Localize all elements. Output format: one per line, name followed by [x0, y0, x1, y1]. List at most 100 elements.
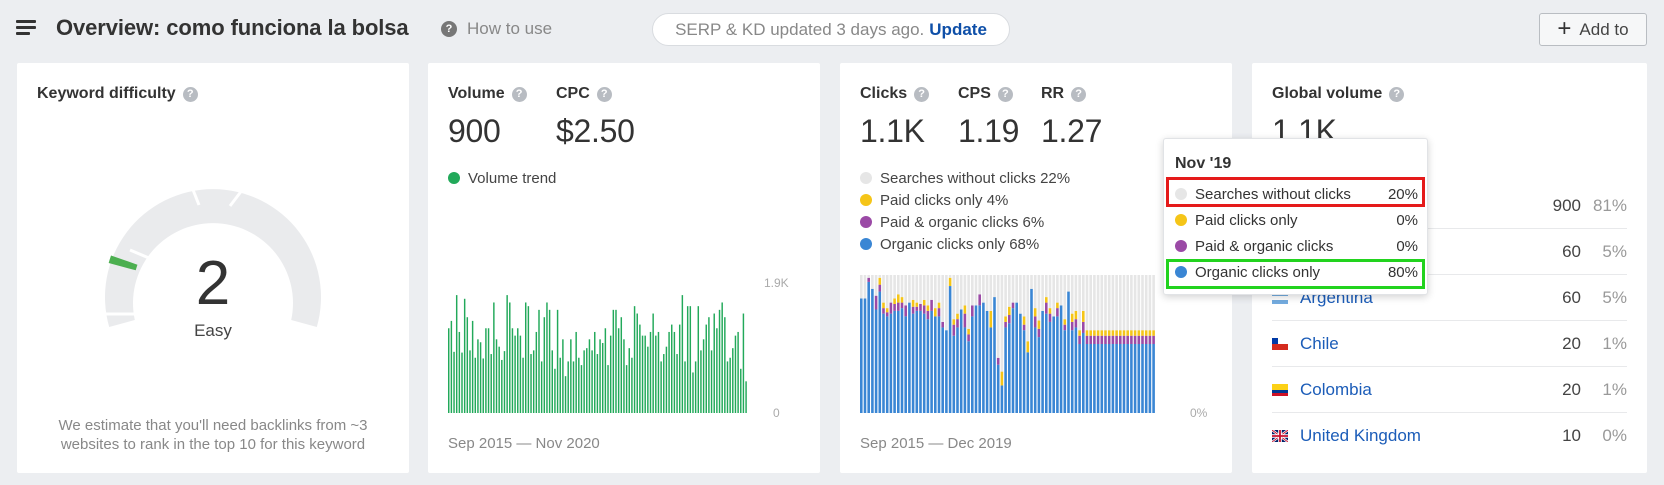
volume-bar	[601, 343, 604, 413]
volume-trend-label: Volume trend	[468, 169, 557, 187]
clicks-bar-segment	[1030, 275, 1033, 289]
legend-label: Paid clicks only 4%	[880, 191, 1009, 209]
country-name[interactable]: United Kingdom	[1300, 426, 1421, 445]
clicks-bar-segment	[963, 305, 967, 314]
tooltip-row-value: 0%	[1396, 211, 1418, 229]
update-link[interactable]: Update	[929, 19, 987, 39]
clicks-bar-segment	[1059, 275, 1063, 306]
clicks-bar-segment	[971, 316, 974, 413]
tooltip-row-label: Searches without clicks	[1195, 185, 1351, 203]
volume-bar	[660, 361, 662, 413]
legend-item: Paid clicks only 4%	[860, 189, 1070, 211]
clicks-bar-segment	[1004, 275, 1007, 317]
clicks-bar-segment	[911, 275, 915, 300]
help-icon[interactable]: ?	[1071, 86, 1087, 102]
clicks-bar-segment	[1085, 335, 1089, 344]
clicks-bar-segment	[882, 308, 885, 314]
clicks-bar-segment	[1048, 313, 1052, 322]
add-to-button[interactable]: + Add to	[1539, 13, 1647, 46]
uk-flag-icon	[1272, 430, 1288, 442]
clicks-bar-segment	[1067, 291, 1070, 413]
volume-bar	[745, 381, 747, 413]
clicks-bar-segment	[911, 299, 915, 307]
clicks-bar-segment	[959, 309, 963, 413]
plus-icon: +	[1557, 14, 1572, 42]
volume-bar	[694, 361, 697, 413]
help-icon[interactable]: ?	[914, 86, 930, 102]
clicks-bar-segment	[1137, 275, 1141, 331]
help-icon[interactable]: ?	[997, 86, 1013, 102]
clicks-bar-segment	[1078, 330, 1081, 336]
volume-bar	[612, 309, 615, 413]
page-title: Overview: como funciona la bolsa	[56, 15, 409, 40]
country-row[interactable]: Colombia 20 1%	[1272, 367, 1627, 413]
volume-bar	[710, 350, 713, 413]
clicks-bar-segment	[937, 308, 941, 317]
clicks-bar-segment	[1085, 330, 1089, 336]
volume-bar	[527, 306, 530, 413]
chile-flag-icon	[1272, 337, 1288, 350]
clicks-bar-segment	[1148, 330, 1152, 336]
gray-dot-icon	[860, 172, 872, 184]
clicks-bar-segment	[1133, 275, 1137, 331]
clicks-bar-segment	[1126, 330, 1129, 336]
volume-bar	[647, 346, 649, 413]
clicks-bar-segment	[889, 275, 893, 303]
global-volume-label: Global volume	[1272, 85, 1383, 102]
volume-bar	[495, 339, 498, 413]
clicks-bar-segment	[1085, 344, 1089, 413]
clicks-bar-segment	[1011, 275, 1015, 303]
clicks-bar-segment	[926, 275, 930, 306]
clicks-bar-segment	[1048, 308, 1052, 314]
clicks-bar-segment	[1015, 302, 1018, 413]
volume-bar	[546, 302, 548, 413]
country-name[interactable]: Chile	[1300, 333, 1339, 353]
country-name[interactable]: Colombia	[1300, 379, 1372, 399]
clicks-bar-segment	[982, 302, 985, 413]
clicks-bar-segment	[982, 275, 985, 303]
how-to-use-link[interactable]: ? How to use	[441, 19, 552, 39]
clicks-bar-segment	[937, 275, 941, 303]
volume-bar	[511, 328, 514, 413]
clicks-bar-segment	[934, 308, 937, 317]
volume-bar	[485, 328, 487, 413]
menu-icon[interactable]	[16, 20, 38, 36]
volume-bar	[700, 350, 702, 413]
clicks-bar-segment	[893, 298, 896, 304]
volume-bar	[490, 354, 492, 413]
volume-bar	[530, 354, 532, 413]
clicks-bar-segment	[1089, 275, 1092, 331]
clicks-bar-segment	[1056, 316, 1059, 413]
cpc-value: $2.50	[556, 113, 635, 149]
clicks-bar-segment	[1056, 275, 1059, 303]
country-row[interactable]: United Kingdom 10 0%	[1272, 413, 1627, 459]
volume-bar	[644, 335, 646, 413]
country-row[interactable]: Chile 20 1%	[1272, 321, 1627, 367]
volume-bar	[479, 342, 482, 413]
help-icon[interactable]: ?	[182, 86, 198, 102]
clicks-bar-segment	[1026, 341, 1030, 353]
clicks-bar-segment	[1052, 316, 1055, 413]
clicks-bar-segment	[885, 312, 889, 317]
clicks-bar-segment	[919, 275, 922, 304]
yellow-dot-icon	[860, 194, 872, 206]
clicks-bar-segment	[1008, 306, 1011, 316]
help-icon[interactable]: ?	[511, 86, 527, 102]
clicks-bar-segment	[893, 303, 896, 311]
clicks-bar-segment	[878, 277, 882, 285]
help-icon[interactable]: ?	[1389, 86, 1405, 102]
clicks-bar-segment	[1144, 330, 1148, 336]
volume-bar	[686, 306, 689, 413]
clicks-bar-segment	[1070, 275, 1074, 314]
volume-bar	[453, 351, 455, 413]
volume-bar	[493, 302, 495, 413]
clicks-bar-segment	[863, 298, 867, 413]
kd-gauge	[105, 176, 321, 327]
clicks-bar-segment	[1144, 335, 1148, 344]
tooltip-row: Paid & organic clicks 0%	[1175, 233, 1418, 259]
clicks-stacked-chart[interactable]	[860, 275, 1156, 413]
help-icon[interactable]: ?	[596, 86, 612, 102]
clicks-card: Clicks? 1.1K CPS? 1.19 RR? 1.27 Searches…	[840, 63, 1232, 473]
clicks-bar-segment	[1130, 335, 1133, 344]
volume-trend-chart[interactable]	[448, 273, 748, 413]
